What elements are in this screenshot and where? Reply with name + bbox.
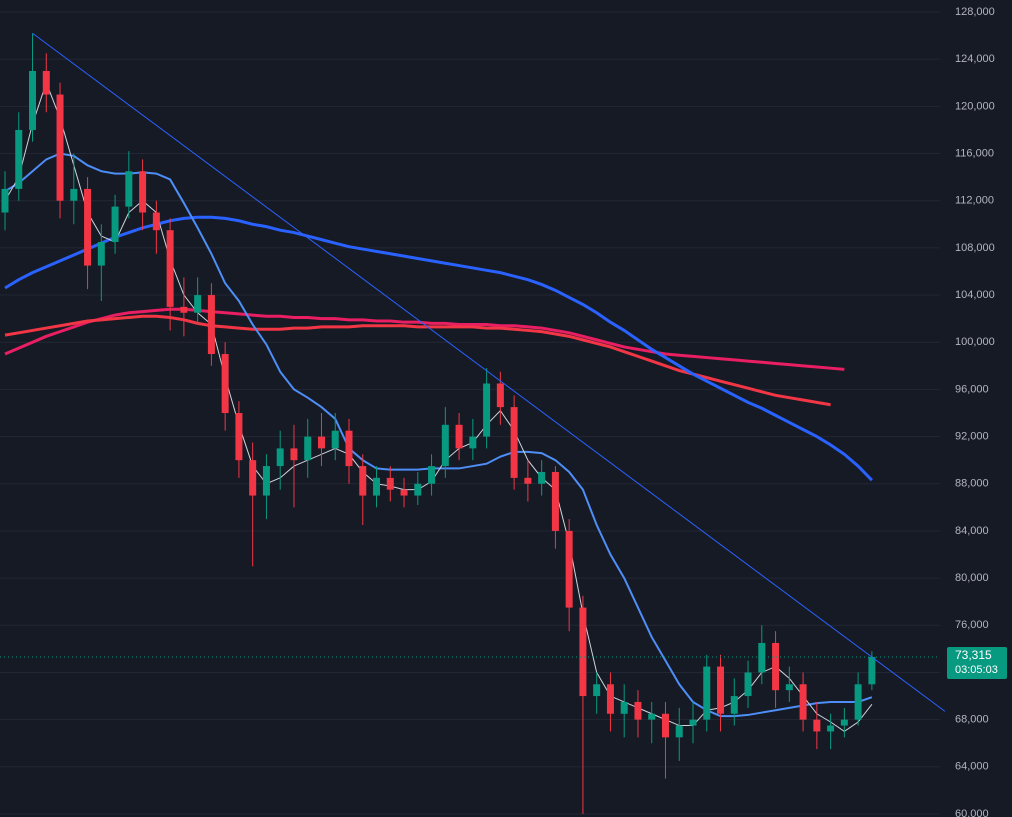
last-price-box (947, 646, 1007, 679)
y-tick-label: 128,000 (955, 6, 995, 18)
candle-body (221, 354, 229, 413)
candle-body (290, 448, 298, 461)
candle-body (799, 684, 807, 720)
candle-body (551, 471, 559, 531)
y-tick-label: 92,000 (955, 430, 989, 442)
y-tick-label: 60,000 (955, 808, 989, 817)
y-tick-label: 76,000 (955, 619, 989, 631)
candle-body (441, 424, 449, 467)
candle-body (469, 436, 477, 449)
candle-body (373, 477, 381, 496)
candle-body (400, 489, 408, 496)
candle-body (207, 295, 215, 355)
candle-body (97, 241, 105, 266)
candle-body (139, 171, 147, 213)
candle-body (661, 713, 669, 738)
y-tick-label: 88,000 (955, 478, 989, 490)
candle-body (758, 642, 766, 673)
y-tick-label: 108,000 (955, 242, 995, 254)
candle-body (262, 466, 270, 496)
moving-average (4, 307, 845, 371)
candle-body (317, 436, 325, 449)
candle-body (717, 666, 725, 714)
candle-body (538, 471, 546, 484)
candle-body (111, 206, 119, 242)
candle-body (1, 188, 9, 213)
candle-body (125, 171, 133, 207)
moving-average (4, 152, 873, 718)
y-tick-label: 96,000 (955, 383, 989, 395)
candle-body (56, 94, 64, 201)
candle-body (455, 424, 463, 449)
y-tick-label: 64,000 (955, 761, 989, 773)
candle-body (703, 666, 711, 720)
candle-body (593, 684, 601, 697)
candle-body (359, 466, 367, 496)
y-tick-label: 116,000 (955, 147, 994, 159)
candle-body (854, 684, 862, 720)
candle-body (180, 306, 188, 313)
countdown-label: 03:05:03 (955, 664, 998, 676)
candle-body (524, 477, 532, 484)
candle-body (428, 466, 436, 484)
candle-body (483, 383, 491, 437)
candle-body (166, 230, 174, 307)
candle-body (689, 719, 697, 726)
candle-body (675, 725, 683, 738)
moving-average (4, 215, 873, 482)
y-tick-label: 80,000 (955, 572, 989, 584)
y-tick-label: 84,000 (955, 525, 989, 537)
y-tick-label: 112,000 (955, 195, 994, 207)
moving-average (4, 81, 873, 733)
y-tick-label: 124,000 (955, 53, 995, 65)
candle-body (840, 719, 848, 726)
candle-body (345, 430, 353, 467)
candle-body (249, 460, 257, 496)
candle-body (744, 672, 752, 697)
candle-body (634, 701, 642, 720)
candle-body (827, 725, 835, 732)
candle-body (730, 696, 738, 714)
candle-body (29, 70, 37, 130)
candle-body (579, 607, 587, 697)
candle-body (42, 70, 50, 95)
y-tick-label: 100,000 (955, 336, 995, 348)
candle-body (15, 129, 23, 189)
candle-body (70, 188, 78, 201)
trend-line (32, 32, 946, 712)
y-tick-label: 120,000 (955, 100, 995, 112)
candle-body (276, 448, 284, 467)
candle-body (414, 483, 422, 496)
candle-body (386, 477, 394, 490)
candle-body (606, 684, 614, 714)
candle-body (772, 642, 780, 691)
y-tick-label: 68,000 (955, 714, 989, 726)
candle-body (620, 701, 628, 714)
candle-body (194, 295, 202, 313)
candle-body (331, 430, 339, 449)
candle-body (868, 656, 876, 685)
candle-body (813, 719, 821, 732)
candle-body (84, 188, 92, 266)
last-price-label: 73,315 (955, 648, 992, 662)
candle-body (235, 413, 243, 461)
candle-body (785, 684, 793, 691)
y-tick-label: 104,000 (955, 289, 995, 301)
candle-body (510, 407, 518, 478)
candle-body (152, 212, 160, 231)
candle-body (304, 436, 312, 461)
candle-body (565, 530, 573, 608)
candle-body (648, 713, 656, 720)
candle-body (496, 383, 504, 408)
